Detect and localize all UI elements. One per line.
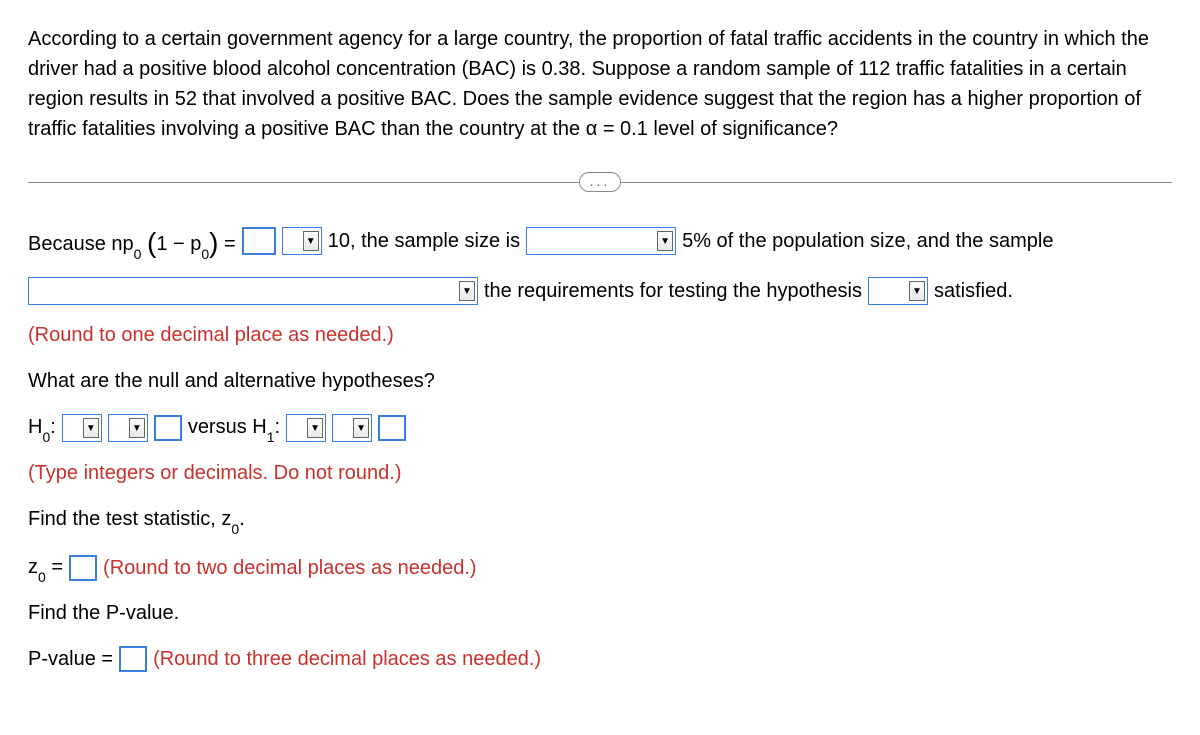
hypotheses-line: H0: ▼ ▼ versus H1: ▼ ▼ xyxy=(28,412,1172,444)
np-value-input[interactable] xyxy=(242,227,276,255)
chevron-down-icon: ▼ xyxy=(303,231,319,251)
h1-operator-dropdown[interactable]: ▼ xyxy=(332,414,372,442)
divider-line-left xyxy=(28,182,579,183)
h1-param-dropdown[interactable]: ▼ xyxy=(286,414,326,442)
h0-operator-dropdown[interactable]: ▼ xyxy=(108,414,148,442)
teststat-line: z0 = (Round to two decimal places as nee… xyxy=(28,552,1172,584)
section-divider: ... xyxy=(28,172,1172,192)
chevron-down-icon: ▼ xyxy=(459,281,475,301)
satisfied-dropdown[interactable]: ▼ xyxy=(868,277,928,305)
sample-condition-dropdown[interactable]: ▼ xyxy=(28,277,478,305)
chevron-down-icon: ▼ xyxy=(353,418,369,438)
pvalue-input[interactable] xyxy=(119,646,147,672)
divider-line-right xyxy=(621,182,1172,183)
sample-size-dropdown[interactable]: ▼ xyxy=(526,227,676,255)
text-10-sample: 10, the sample size is xyxy=(328,226,520,256)
np-comparison-dropdown[interactable]: ▼ xyxy=(282,227,322,255)
pvalue-label: P-value = xyxy=(28,644,113,674)
conditions-line-2: ▼ the requirements for testing the hypot… xyxy=(28,276,1172,306)
text-5pct: 5% of the population size, and the sampl… xyxy=(682,226,1053,256)
h0-label: H0: xyxy=(28,412,56,444)
z0-round-note: (Round to two decimal places as needed.) xyxy=(103,553,477,583)
text-requirements: the requirements for testing the hypothe… xyxy=(484,276,862,306)
chevron-down-icon: ▼ xyxy=(909,281,925,301)
chevron-down-icon: ▼ xyxy=(307,418,323,438)
divider-pill: ... xyxy=(579,172,622,192)
versus-label: versus H1: xyxy=(188,412,280,444)
text-because: Because np0 (1 − p0) = xyxy=(28,220,236,262)
h0-value-input[interactable] xyxy=(154,415,182,441)
h1-value-input[interactable] xyxy=(378,415,406,441)
chevron-down-icon: ▼ xyxy=(83,418,99,438)
hypotheses-prompt: What are the null and alternative hypoth… xyxy=(28,366,1172,396)
hypo-format-note: (Type integers or decimals. Do not round… xyxy=(28,458,1172,488)
text-satisfied: satisfied. xyxy=(934,276,1013,306)
h0-param-dropdown[interactable]: ▼ xyxy=(62,414,102,442)
z0-input[interactable] xyxy=(69,555,97,581)
problem-statement: According to a certain government agency… xyxy=(28,24,1172,144)
pvalue-round-note: (Round to three decimal places as needed… xyxy=(153,644,541,674)
pvalue-prompt: Find the P-value. xyxy=(28,598,1172,628)
z0-label: z0 = xyxy=(28,552,63,584)
pvalue-line: P-value = (Round to three decimal places… xyxy=(28,644,1172,674)
round-one-decimal: (Round to one decimal place as needed.) xyxy=(28,320,1172,350)
teststat-prompt: Find the test statistic, z0. xyxy=(28,504,1172,536)
chevron-down-icon: ▼ xyxy=(129,418,145,438)
conditions-line-1: Because np0 (1 − p0) = ▼ 10, the sample … xyxy=(28,220,1172,262)
chevron-down-icon: ▼ xyxy=(657,231,673,251)
